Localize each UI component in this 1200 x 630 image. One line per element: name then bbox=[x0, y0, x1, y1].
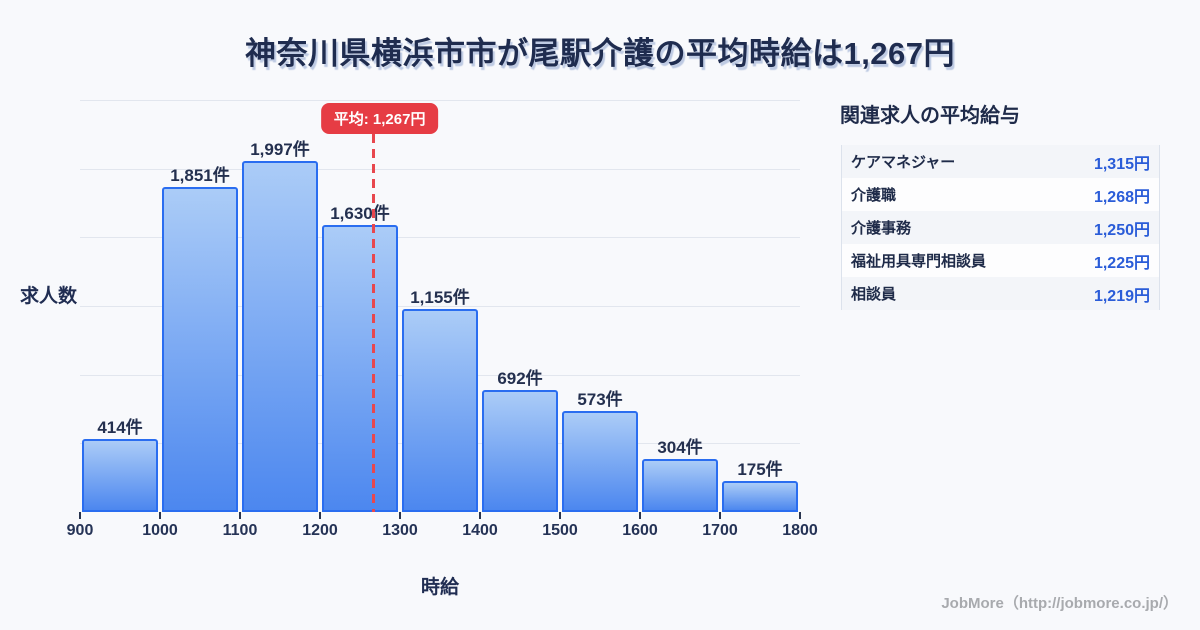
bar-value-label: 1,155件 bbox=[410, 288, 470, 307]
salary-table-row: ケアマネジャー 1,315円 bbox=[842, 145, 1159, 178]
histogram-bar-1700-1800 bbox=[722, 481, 798, 512]
job-average-pay: 1,225円 bbox=[1093, 254, 1150, 272]
salary-table-row: 相談員 1,219円 bbox=[842, 277, 1159, 310]
histogram-bar-1300-1400 bbox=[402, 309, 478, 512]
x-tick bbox=[79, 512, 81, 519]
x-tick bbox=[559, 512, 561, 519]
x-tick-label: 1000 bbox=[142, 522, 178, 539]
x-tick-label: 1500 bbox=[542, 522, 578, 539]
x-tick bbox=[319, 512, 321, 519]
histogram-bar-1100-1200 bbox=[242, 161, 318, 512]
job-title-label: 介護事務 bbox=[851, 220, 912, 237]
gridline bbox=[80, 306, 800, 307]
gridline bbox=[80, 237, 800, 239]
salary-table-row: 福祉用具専門相談員 1,225円 bbox=[842, 244, 1159, 277]
job-average-pay: 1,268円 bbox=[1093, 188, 1150, 206]
x-axis-label: 時給 bbox=[420, 577, 460, 598]
gridline bbox=[80, 100, 800, 101]
histogram-bar-1600-1700 bbox=[642, 459, 718, 512]
salary-table-row: 介護事務 1,250円 bbox=[842, 211, 1159, 244]
bar-value-label: 1,630件 bbox=[330, 204, 390, 223]
x-tick-label: 1600 bbox=[622, 522, 658, 539]
bar-value-label: 414件 bbox=[97, 418, 143, 437]
bar-value-label: 175件 bbox=[737, 460, 783, 479]
average-line bbox=[372, 134, 376, 512]
histogram-bar-1400-1500 bbox=[482, 390, 558, 512]
related-salary-table: ケアマネジャー 1,315円介護職 1,268円介護事務 1,250円福祉用具専門相談… bbox=[841, 145, 1160, 310]
job-title-label: ケアマネジャー bbox=[851, 154, 956, 171]
x-tick bbox=[399, 512, 401, 519]
job-title-label: 介護職 bbox=[851, 187, 897, 204]
salary-histogram-plot: 414件 1,851件 1,997件 1,630件 1,155件 692件 573件 304件… bbox=[67, 100, 818, 539]
y-axis-label: 求人数 bbox=[20, 286, 78, 307]
job-average-pay: 1,219円 bbox=[1093, 287, 1150, 305]
job-title-label: 相談員 bbox=[851, 286, 897, 303]
histogram-bar-1500-1600 bbox=[562, 411, 638, 512]
bar-value-label: 692件 bbox=[497, 369, 543, 388]
x-tick-label: 900 bbox=[66, 522, 94, 539]
x-tick-label: 1400 bbox=[462, 522, 498, 539]
x-tick-label: 1200 bbox=[302, 522, 338, 539]
bar-value-label: 304件 bbox=[657, 438, 703, 457]
histogram-bar-900-1000 bbox=[82, 439, 158, 512]
site-credit: JobMore（http://jobmore.co.jp/） bbox=[941, 595, 1178, 612]
x-tick-label: 1100 bbox=[222, 522, 258, 539]
x-tick bbox=[799, 512, 801, 519]
x-tick-label: 1700 bbox=[702, 522, 738, 539]
job-average-pay: 1,250円 bbox=[1093, 221, 1150, 239]
x-tick-label: 1800 bbox=[782, 522, 818, 539]
bar-value-label: 1,997件 bbox=[250, 140, 310, 159]
related-jobs-heading: 関連求人の平均給与 bbox=[840, 105, 1020, 127]
histogram-bar-1000-1100 bbox=[162, 187, 238, 512]
salary-table-row: 介護職 1,268円 bbox=[842, 178, 1159, 211]
x-tick bbox=[159, 512, 161, 519]
bar-value-label: 1,851件 bbox=[170, 166, 230, 185]
page-title: 神奈川県横浜市市が尾駅介護の平均時給は1,267円 bbox=[244, 36, 956, 71]
job-title-label: 福祉用具専門相談員 bbox=[851, 253, 987, 270]
average-badge: 平均: 1,267円 bbox=[320, 103, 439, 134]
gridline bbox=[80, 168, 800, 170]
x-tick bbox=[639, 512, 641, 519]
x-tick-label: 1300 bbox=[382, 522, 418, 539]
x-tick bbox=[239, 512, 241, 519]
x-tick bbox=[719, 512, 721, 519]
x-tick bbox=[479, 512, 481, 519]
histogram-bar-1200-1300 bbox=[322, 225, 398, 512]
bar-value-label: 573件 bbox=[577, 390, 623, 409]
job-average-pay: 1,315円 bbox=[1093, 155, 1150, 173]
